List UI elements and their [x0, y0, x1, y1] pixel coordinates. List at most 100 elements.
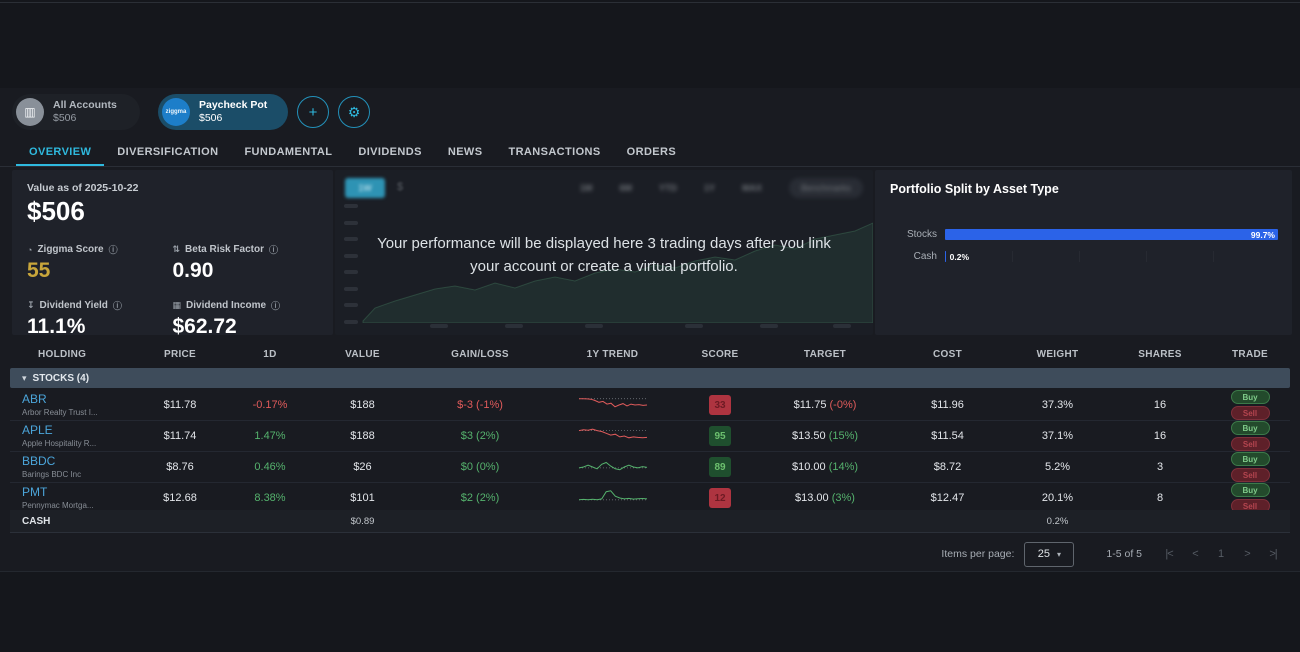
ticker-link[interactable]: ABR: [22, 392, 47, 406]
page-size-select[interactable]: 25 ▾: [1024, 541, 1075, 567]
items-per-page-label: Items per page:: [941, 548, 1015, 560]
asset-value-label: 99.7%: [1250, 230, 1275, 240]
period-button[interactable]: 1M: [579, 183, 593, 193]
buy-button[interactable]: Buy: [1230, 452, 1270, 466]
info-icon[interactable]: ⓘ: [108, 245, 118, 255]
faded-y-tick: [344, 253, 358, 258]
cash-weight: 0.2%: [1046, 515, 1069, 527]
faded-y-tick: [344, 303, 358, 307]
cost-cell: $12.47: [930, 492, 965, 504]
group-label: STOCKS (4): [32, 372, 90, 384]
asset-bar-track: 99.7%: [945, 229, 1279, 240]
buy-button[interactable]: Buy: [1230, 390, 1270, 404]
cash-row: CASH $0.89 0.2%: [10, 510, 1290, 533]
asset-split-row: Cash 0.2%: [875, 250, 1279, 263]
portfolio-avatar: ziggma: [162, 98, 190, 126]
column-header-1d: 1D: [263, 348, 277, 360]
dimmed-area-chart: [362, 222, 873, 323]
plus-icon: +: [308, 103, 318, 121]
ticker-link[interactable]: BBDC: [22, 454, 56, 468]
period-button-selected[interactable]: 1W: [345, 178, 385, 198]
benchmarks-button[interactable]: Benchmarks: [788, 178, 863, 198]
first-page-icon[interactable]: |<: [1165, 548, 1173, 560]
price-cell: $11.74: [163, 430, 197, 442]
account-value: $506: [199, 112, 223, 124]
portfolio-total-value: $506: [27, 196, 85, 226]
period-button[interactable]: YTD: [658, 183, 677, 193]
gauge-icon: ◔: [27, 244, 33, 255]
performance-empty-message: Your performance will be displayed here …: [377, 235, 831, 276]
sell-button[interactable]: Sell: [1230, 406, 1270, 420]
target-cell: $11.75 (-0%): [793, 399, 857, 411]
company-name: Apple Hospitality R...: [22, 438, 97, 448]
account-name: All Accounts: [53, 98, 117, 111]
stat-item: ▦ Dividend Income ⓘ $62.72: [173, 299, 319, 339]
group-row-stocks[interactable]: ▾ STOCKS (4): [10, 368, 1290, 388]
shares-cell: 3: [1156, 461, 1164, 473]
column-header-weight: WEIGHT: [1036, 348, 1079, 360]
faded-x-tick: [505, 324, 523, 328]
next-page-icon[interactable]: >: [1244, 548, 1250, 560]
period-button[interactable]: 1Y: [703, 183, 715, 193]
tab-diversification[interactable]: DIVERSIFICATION: [117, 146, 219, 158]
weight-cell: 20.1%: [1041, 492, 1074, 504]
tab-orders[interactable]: ORDERS: [626, 146, 677, 158]
stat-label: Dividend Income: [186, 300, 267, 311]
stat-value: $62.72: [172, 315, 237, 338]
ticker-link[interactable]: PMT: [22, 485, 48, 499]
settings-button[interactable]: ⚙: [338, 96, 370, 128]
column-header-holding: HOLDING: [38, 348, 87, 360]
gainloss-cell: $2 (2%): [460, 492, 500, 504]
accounts-bar: ▥ All Accounts $506 ziggma Paycheck Pot …: [12, 94, 370, 130]
account-value: $506: [53, 112, 77, 124]
portfolio-stats-panel: Value as of 2025-10-22 $506 ◔ Ziggma Sco…: [12, 170, 333, 338]
price-cell: $8.76: [166, 461, 194, 473]
faded-x-tick: [760, 324, 778, 328]
info-icon[interactable]: ⓘ: [268, 245, 278, 255]
sparkline-chart: [545, 456, 680, 478]
shares-cell: 8: [1156, 492, 1164, 504]
table-row: BBDC Barings BDC Inc $8.76 0.46% $26 $0 …: [10, 452, 1290, 483]
stat-label: Beta Risk Factor: [185, 244, 264, 255]
last-page-icon[interactable]: >|: [1269, 548, 1277, 560]
add-portfolio-button[interactable]: +: [297, 96, 329, 128]
yield-icon: ↧: [27, 300, 35, 310]
company-name: Barings BDC Inc: [22, 469, 82, 479]
column-header-price: PRICE: [163, 348, 197, 360]
column-header-cost: COST: [933, 348, 962, 360]
period-button[interactable]: 6M: [619, 183, 632, 193]
tab-overview[interactable]: OVERVIEW: [16, 140, 105, 166]
target-cell: $13.00 (3%): [795, 492, 855, 504]
column-header-gain-loss: GAIN/LOSS: [451, 348, 509, 360]
asset-split-panel: Portfolio Split by Asset Type Stocks 99.…: [875, 170, 1292, 335]
account-name: Paycheck Pot: [199, 98, 268, 111]
info-icon[interactable]: ⓘ: [112, 301, 122, 311]
tab-transactions[interactable]: TRANSACTIONS: [508, 146, 601, 158]
price-cell: $11.78: [163, 399, 197, 411]
account-chip-selected[interactable]: ziggma Paycheck Pot $506: [158, 94, 288, 130]
score-badge: 33: [709, 395, 731, 415]
period-button[interactable]: MAX: [741, 183, 762, 193]
asset-value-label: 0.2%: [949, 252, 970, 262]
sell-button[interactable]: Sell: [1230, 468, 1270, 482]
asset-category-label: Cash: [913, 251, 937, 262]
current-page-number: 1: [1217, 548, 1225, 560]
day-change-cell: 1.47%: [254, 430, 286, 442]
buy-button[interactable]: Buy: [1230, 483, 1270, 497]
buy-button[interactable]: Buy: [1230, 421, 1270, 435]
prev-page-icon[interactable]: <: [1192, 548, 1198, 560]
faded-y-tick: [344, 237, 358, 241]
ticker-link[interactable]: APLE: [22, 423, 53, 437]
cash-value: $0.89: [350, 515, 375, 527]
sell-button[interactable]: Sell: [1230, 437, 1270, 451]
value-cell: $188: [350, 399, 375, 411]
tab-dividends[interactable]: DIVIDENDS: [358, 146, 422, 158]
info-icon[interactable]: ⓘ: [271, 301, 281, 311]
tab-fundamental[interactable]: FUNDAMENTAL: [244, 146, 333, 158]
dollar-icon[interactable]: $: [397, 181, 404, 193]
account-chip-all[interactable]: ▥ All Accounts $506: [12, 94, 140, 130]
stat-value: 0.90: [172, 259, 214, 282]
tab-news[interactable]: NEWS: [447, 146, 483, 158]
gainloss-cell: $0 (0%): [460, 461, 500, 473]
card-bottom-border: [0, 571, 1300, 572]
